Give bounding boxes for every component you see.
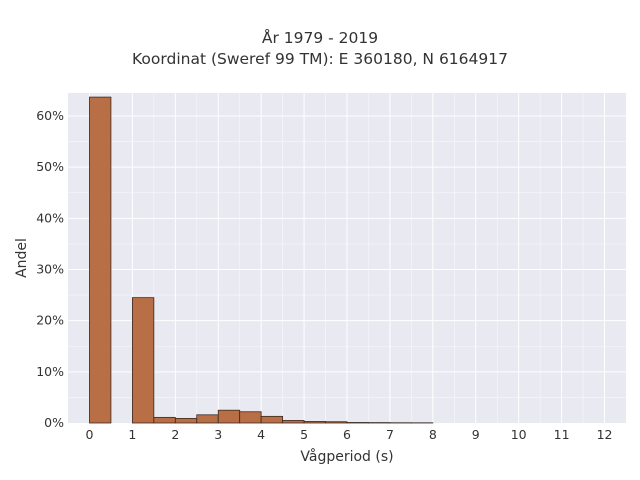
chart-title: År 1979 - 2019 (261, 29, 379, 47)
x-tick-label: 2 (171, 427, 179, 442)
histogram-bar (303, 421, 326, 424)
x-tick-label: 9 (472, 427, 480, 442)
x-tick-label: 0 (85, 427, 93, 442)
y-tick-labels: 0% 10% 20% 30% 40% 50% 60% (36, 108, 64, 430)
y-tick-label: 60% (36, 108, 64, 123)
x-tick-label: 6 (343, 427, 351, 442)
histogram-bar (174, 417, 198, 424)
x-tick-label: 8 (429, 427, 437, 442)
histogram-bar (153, 416, 176, 424)
x-tick-label: 1 (128, 427, 136, 442)
x-tick-label: 7 (386, 427, 394, 442)
x-axis-label: Vågperiod (s) (300, 448, 393, 465)
y-tick-label: 20% (36, 313, 64, 328)
x-tick-label: 10 (511, 427, 527, 442)
y-tick-label: 50% (36, 159, 64, 174)
y-tick-label: 10% (36, 364, 64, 379)
histogram-bar (196, 414, 219, 424)
x-tick-label: 5 (300, 427, 308, 442)
x-tick-labels: 0 1 2 3 4 5 6 7 8 9 10 11 12 (85, 427, 612, 442)
histogram-bar (346, 422, 369, 424)
histogram-bar (282, 420, 305, 424)
x-tick-label: 3 (214, 427, 222, 442)
y-tick-label: 30% (36, 262, 64, 277)
y-axis-label: Andel (14, 238, 30, 278)
x-tick-label: 12 (597, 427, 613, 442)
histogram-bar (89, 96, 112, 424)
histogram-bar (260, 415, 284, 424)
bars (89, 96, 434, 424)
grid-lines (68, 93, 626, 423)
x-tick-label: 4 (257, 427, 265, 442)
histogram-bar (325, 421, 348, 424)
y-tick-label: 40% (36, 210, 64, 225)
histogram-bar (131, 297, 155, 424)
histogram-bar (217, 409, 241, 424)
x-tick-label: 11 (554, 427, 570, 442)
chart-subtitle: Koordinat (Sweref 99 TM): E 360180, N 61… (132, 50, 508, 68)
y-tick-label: 0% (44, 415, 64, 430)
histogram-bar (239, 411, 262, 424)
